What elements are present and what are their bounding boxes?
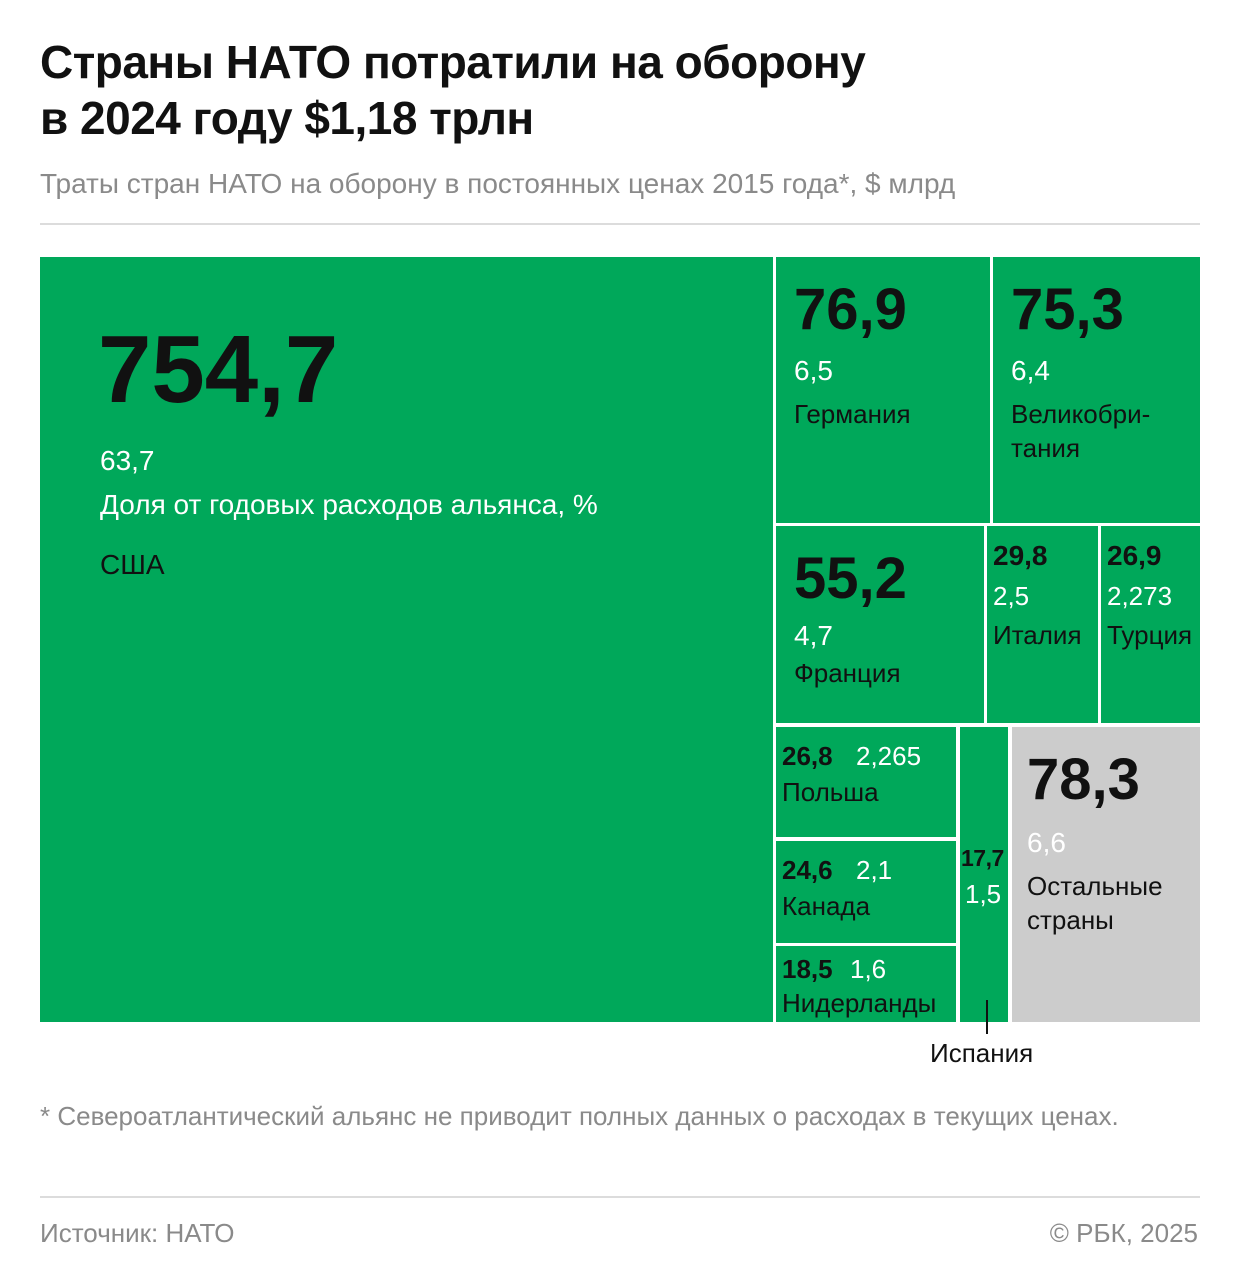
tile-canada-share: 2,1 (856, 855, 893, 885)
chart-title: Страны НАТО потратили на оборону в 2024 … (40, 34, 1200, 146)
tile-others-value: 78,3 (1027, 747, 1140, 812)
tile-usa: Доля от годовых расходов альянса, % 754,7… (40, 257, 773, 1022)
tile-uk-name: Великобри-тания (1011, 399, 1151, 463)
tile-usa-name: США (100, 549, 165, 580)
footnote: * Североатлантический альянс не приводит… (40, 1101, 1119, 1131)
tile-italy-value: 29,8 (993, 540, 1048, 571)
chart-title-line-1: Страны НАТО потратили на оборону (40, 36, 866, 88)
tile-france-name: Франция (794, 658, 901, 688)
tile-italy-share: 2,5 (993, 581, 1030, 611)
tile-canada-value: 24,6 (782, 855, 833, 885)
tile-spain-share: 1,5 (965, 879, 1002, 909)
tile-italy: 29,8 2,5 Италия (987, 526, 1098, 723)
tile-canada: 24,6 2,1 Канада (776, 841, 956, 943)
tile-germany-name: Германия (794, 399, 911, 429)
tile-uk: 75,3 6,4 Великобри-тания (993, 257, 1200, 523)
chart-title-line-2: в 2024 году $1,18 трлн (40, 92, 534, 144)
top-divider (40, 223, 1200, 225)
tile-italy-name: Италия (993, 620, 1082, 650)
tile-canada-name: Канада (782, 891, 871, 921)
tile-netherlands-name: Нидерланды (782, 988, 937, 1018)
tile-france-share: 4,7 (794, 620, 833, 651)
tile-others-name: Остальные страны (1027, 871, 1163, 935)
tile-uk-value: 75,3 (1011, 277, 1124, 342)
tile-germany: 76,9 6,5 Германия (776, 257, 990, 523)
tile-france-value: 55,2 (794, 546, 907, 611)
tile-usa-share: 63,7 (100, 445, 155, 476)
tile-poland-name: Польша (782, 777, 879, 807)
source-note: Источник: НАТО (40, 1218, 235, 1248)
tile-spain-value: 17,7 (961, 845, 1004, 871)
tile-germany-value: 76,9 (794, 277, 907, 342)
tile-turkey-share: 2,273 (1107, 581, 1173, 611)
tile-france: 55,2 4,7 Франция (776, 526, 984, 723)
tile-poland-share: 2,265 (856, 741, 922, 771)
tile-turkey-name: Турция (1107, 620, 1193, 650)
copyright: © РБК, 2025 (1049, 1218, 1198, 1248)
tile-poland: 26,8 2,265 Польша (776, 727, 956, 837)
share-legend-label: Доля от годовых расходов альянса, % (100, 489, 598, 520)
tile-germany-share: 6,5 (794, 355, 833, 386)
tile-others: 78,3 6,6 Остальные страны (1012, 727, 1200, 1022)
tile-netherlands-share: 1,6 (850, 954, 887, 984)
tile-poland-value: 26,8 (782, 741, 833, 771)
bottom-divider (40, 1196, 1200, 1198)
tile-turkey: 26,9 2,273 Турция (1101, 526, 1200, 723)
tile-usa-value: 754,7 (98, 316, 339, 423)
spain-callout-label: Испания (930, 1038, 1034, 1068)
tile-turkey-value: 26,9 (1107, 540, 1162, 571)
tile-netherlands: 18,5 1,6 Нидерланды (776, 946, 956, 1022)
spain-callout-line (986, 1000, 988, 1034)
chart-subtitle: Траты стран НАТО на оборону в постоянных… (40, 168, 956, 199)
tile-uk-share: 6,4 (1011, 355, 1050, 386)
tile-others-share: 6,6 (1027, 827, 1066, 858)
tile-netherlands-value: 18,5 (782, 954, 833, 984)
tile-spain: 17,71,5Испания (960, 727, 1008, 1022)
